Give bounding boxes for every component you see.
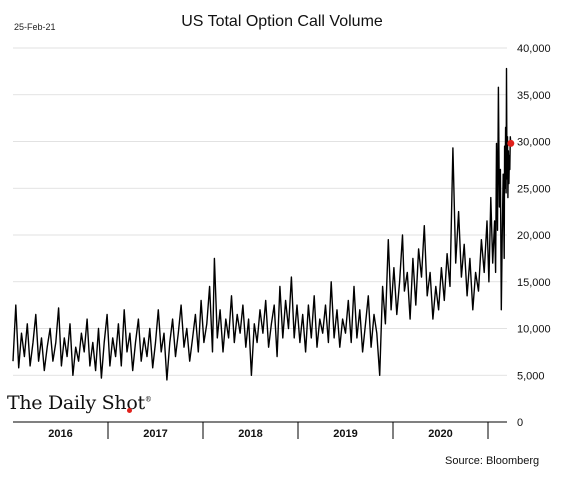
y-tick-label: 30,000 — [517, 137, 551, 149]
y-axis: 0 5,000 10,000 15,000 20,000 25,000 30,000 35,0… — [517, 43, 551, 429]
brand-logo: The Daily Shot® — [7, 392, 152, 414]
y-tick-label: 15,000 — [517, 277, 551, 289]
chart-title: US Total Option Call Volume — [181, 13, 383, 30]
grid-lines — [13, 47, 507, 423]
y-tick-label: 40,000 — [517, 43, 551, 55]
y-tick-label: 10,000 — [517, 324, 551, 336]
logo-mark: ® — [144, 395, 152, 404]
y-tick-label: 25,000 — [517, 183, 551, 195]
x-tick-label: 2020 — [428, 428, 452, 440]
y-tick-label: 5,000 — [517, 370, 545, 382]
logo-text: The Daily Shot — [7, 392, 145, 414]
x-axis: 2016 2017 2018 2019 2020 — [48, 422, 489, 440]
source-note: Source: Bloomberg — [445, 455, 540, 467]
y-tick-label: 35,000 — [517, 90, 551, 102]
series-line — [12, 67, 512, 381]
last-point-marker — [507, 139, 515, 147]
x-tick-label: 2019 — [333, 428, 357, 440]
logo-dot-icon — [127, 408, 132, 413]
x-tick-label: 2017 — [143, 428, 167, 440]
y-tick-label: 20,000 — [517, 230, 551, 242]
x-tick-label: 2016 — [48, 428, 72, 440]
date-stamp: 25-Feb-21 — [14, 22, 56, 32]
x-tick-label: 2018 — [238, 428, 262, 440]
y-tick-label: 0 — [517, 417, 523, 429]
